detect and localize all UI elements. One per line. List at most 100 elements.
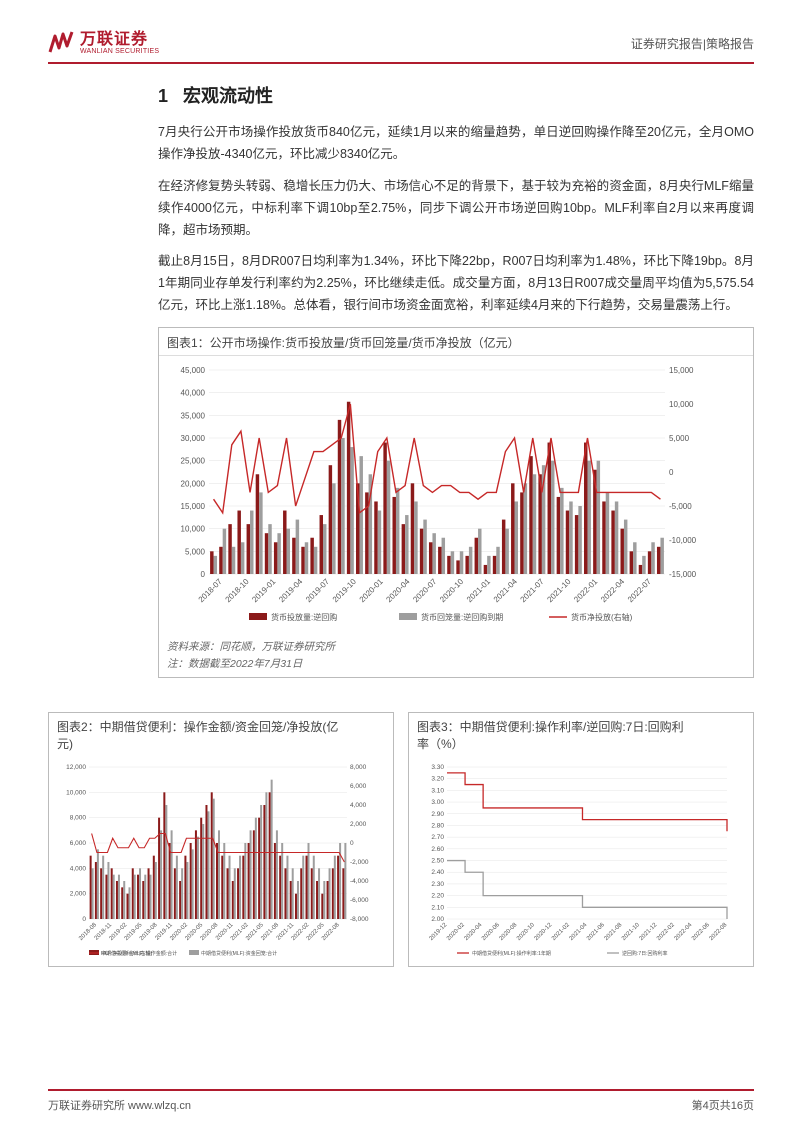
- svg-text:5,000: 5,000: [669, 434, 690, 443]
- svg-text:12,000: 12,000: [66, 764, 86, 771]
- svg-text:3.30: 3.30: [431, 764, 444, 771]
- svg-text:2019-10: 2019-10: [331, 577, 359, 605]
- svg-text:3.00: 3.00: [431, 799, 444, 806]
- svg-text:2020-10: 2020-10: [516, 921, 536, 941]
- svg-text:0: 0: [82, 916, 86, 923]
- page-footer: 万联证券研究所 www.wlzq.cn 第4页共16页: [48, 1089, 754, 1113]
- svg-text:2.60: 2.60: [431, 845, 444, 852]
- chart1-container: 图表1：公开市场操作:货币投放量/货币回笼量/货币净投放（亿元） 0 5,000 1…: [158, 327, 754, 678]
- paragraph: 截止8月15日，8月DR007日均利率为1.34%，环比下降22bp，R007日…: [158, 251, 754, 317]
- svg-text:2021-04: 2021-04: [492, 577, 520, 605]
- svg-text:2022-06: 2022-06: [691, 921, 711, 941]
- svg-text:2020-10: 2020-10: [438, 577, 466, 605]
- svg-text:2.10: 2.10: [431, 904, 444, 911]
- page-header: 万联证券 WANLIAN SECURITIES 证券研究报告|策略报告: [48, 30, 754, 64]
- paragraph: 7月央行公开市场操作投放货币840亿元，延续1月以来的缩量趋势，单日逆回购操作降…: [158, 122, 754, 166]
- svg-text:2022-04: 2022-04: [599, 577, 627, 605]
- svg-text:25,000: 25,000: [181, 457, 206, 466]
- svg-text:货币净投放(右轴): 货币净投放(右轴): [571, 612, 633, 622]
- svg-text:4,000: 4,000: [350, 802, 367, 809]
- svg-text:2018-10: 2018-10: [224, 577, 252, 605]
- svg-text:中期借贷便利(MLF):资金回笼:合计: 中期借贷便利(MLF):资金回笼:合计: [201, 950, 277, 957]
- svg-text:20,000: 20,000: [181, 479, 206, 488]
- svg-text:2020-12: 2020-12: [534, 921, 554, 941]
- svg-text:2.80: 2.80: [431, 822, 444, 829]
- logo: 万联证券 WANLIAN SECURITIES: [48, 30, 159, 56]
- svg-text:8,000: 8,000: [70, 814, 87, 821]
- svg-text:6,000: 6,000: [70, 840, 87, 847]
- svg-text:-2,000: -2,000: [350, 859, 369, 866]
- svg-text:2020-04: 2020-04: [384, 577, 412, 605]
- svg-text:0: 0: [350, 840, 354, 847]
- chart3-plot: 2.00 2.10 2.20 2.30 2.40 2.50 2.60 2.70 2.80 2.90…: [409, 757, 753, 966]
- chart-row: 图表2：中期借贷便利：操作金额/资金回笼/净投放(亿 元) 0 2,000 4,00…: [48, 706, 754, 967]
- svg-text:10,000: 10,000: [669, 400, 694, 409]
- section-heading: 宏观流动性: [183, 86, 273, 106]
- svg-text:2.90: 2.90: [431, 810, 444, 817]
- svg-text:货币投放量:逆回购: 货币投放量:逆回购: [271, 612, 337, 622]
- svg-text:10,000: 10,000: [181, 525, 206, 534]
- svg-text:-4,000: -4,000: [350, 878, 369, 885]
- svg-text:2.50: 2.50: [431, 857, 444, 864]
- svg-text:MLF:净投放:合计(右轴): MLF:净投放:合计(右轴): [101, 950, 152, 957]
- chart3-container: 图表3：中期借贷便利:操作利率/逆回购:7日:回购利 率（%） 2.00 2.10…: [408, 712, 754, 967]
- footer-right: 第4页共16页: [692, 1097, 754, 1113]
- svg-text:0: 0: [669, 468, 674, 477]
- svg-text:-8,000: -8,000: [350, 916, 369, 923]
- svg-text:15,000: 15,000: [181, 502, 206, 511]
- svg-text:2019-04: 2019-04: [277, 577, 305, 605]
- content: 1 宏观流动性 7月央行公开市场操作投放货币840亿元，延续1月以来的缩量趋势，…: [48, 82, 754, 967]
- svg-text:2021-04: 2021-04: [569, 921, 589, 941]
- svg-text:2021-07: 2021-07: [519, 577, 547, 605]
- chart2-plot: 0 2,000 4,000 6,000 8,000 10,000 12,000 -8,000 -…: [49, 757, 393, 966]
- chart1-source: 资料来源：同花顺，万联证券研究所: [159, 635, 753, 656]
- svg-text:2022-07: 2022-07: [626, 577, 654, 605]
- svg-text:2020-08: 2020-08: [499, 921, 519, 941]
- svg-text:2.20: 2.20: [431, 892, 444, 899]
- svg-text:-6,000: -6,000: [350, 897, 369, 904]
- svg-text:6,000: 6,000: [350, 783, 367, 790]
- svg-text:2019-07: 2019-07: [304, 577, 332, 605]
- footer-left: 万联证券研究所 www.wlzq.cn: [48, 1097, 191, 1113]
- svg-text:5,000: 5,000: [185, 547, 206, 556]
- svg-text:2.30: 2.30: [431, 881, 444, 888]
- chart3-title: 图表3：中期借贷便利:操作利率/逆回购:7日:回购利 率（%）: [409, 713, 753, 757]
- svg-text:2022-01: 2022-01: [572, 577, 600, 605]
- svg-text:2,000: 2,000: [350, 821, 367, 828]
- header-subtitle: 证券研究报告|策略报告: [631, 35, 754, 52]
- svg-text:8,000: 8,000: [350, 764, 367, 771]
- svg-text:2020-01: 2020-01: [358, 577, 386, 605]
- svg-text:2020-06: 2020-06: [481, 921, 501, 941]
- svg-text:45,000: 45,000: [181, 366, 206, 375]
- chart2-title: 图表2：中期借贷便利：操作金额/资金回笼/净投放(亿 元): [49, 713, 393, 757]
- svg-text:2022-08: 2022-08: [709, 921, 729, 941]
- paragraph: 在经济修复势头转弱、稳增长压力仍大、市场信心不足的背景下，基于较为充裕的资金面，…: [158, 176, 754, 242]
- svg-text:中期借贷便利(MLF):操作利率:1年期: 中期借贷便利(MLF):操作利率:1年期: [472, 950, 551, 957]
- svg-text:2018-07: 2018-07: [197, 577, 225, 605]
- svg-text:2020-02: 2020-02: [446, 921, 466, 941]
- svg-text:2019-01: 2019-01: [250, 577, 278, 605]
- chart2-container: 图表2：中期借贷便利：操作金额/资金回笼/净投放(亿 元) 0 2,000 4,00…: [48, 712, 394, 967]
- svg-text:2.40: 2.40: [431, 869, 444, 876]
- logo-icon: [48, 30, 74, 56]
- svg-text:2.00: 2.00: [431, 916, 444, 923]
- svg-text:逆回购:7日:回购利率: 逆回购:7日:回购利率: [622, 950, 668, 957]
- svg-text:4,000: 4,000: [70, 865, 87, 872]
- svg-text:3.10: 3.10: [431, 787, 444, 794]
- section-title: 1 宏观流动性: [158, 82, 754, 108]
- svg-text:-15,000: -15,000: [669, 570, 697, 579]
- chart1-plot: 0 5,000 10,000 15,000 20,000 25,000 30,000 35,0…: [159, 356, 753, 635]
- svg-text:2021-10: 2021-10: [621, 921, 641, 941]
- svg-text:35,000: 35,000: [181, 411, 206, 420]
- svg-text:-10,000: -10,000: [669, 536, 697, 545]
- svg-text:2.70: 2.70: [431, 834, 444, 841]
- svg-text:2020-07: 2020-07: [411, 577, 439, 605]
- svg-text:10,000: 10,000: [66, 789, 86, 796]
- svg-text:30,000: 30,000: [181, 434, 206, 443]
- svg-text:2022-08: 2022-08: [321, 921, 341, 941]
- svg-text:2,000: 2,000: [70, 890, 87, 897]
- chart1-title: 图表1：公开市场操作:货币投放量/货币回笼量/货币净投放（亿元）: [159, 328, 753, 356]
- svg-text:2020-04: 2020-04: [464, 921, 484, 941]
- svg-text:40,000: 40,000: [181, 389, 206, 398]
- logo-text-en: WANLIAN SECURITIES: [80, 48, 159, 55]
